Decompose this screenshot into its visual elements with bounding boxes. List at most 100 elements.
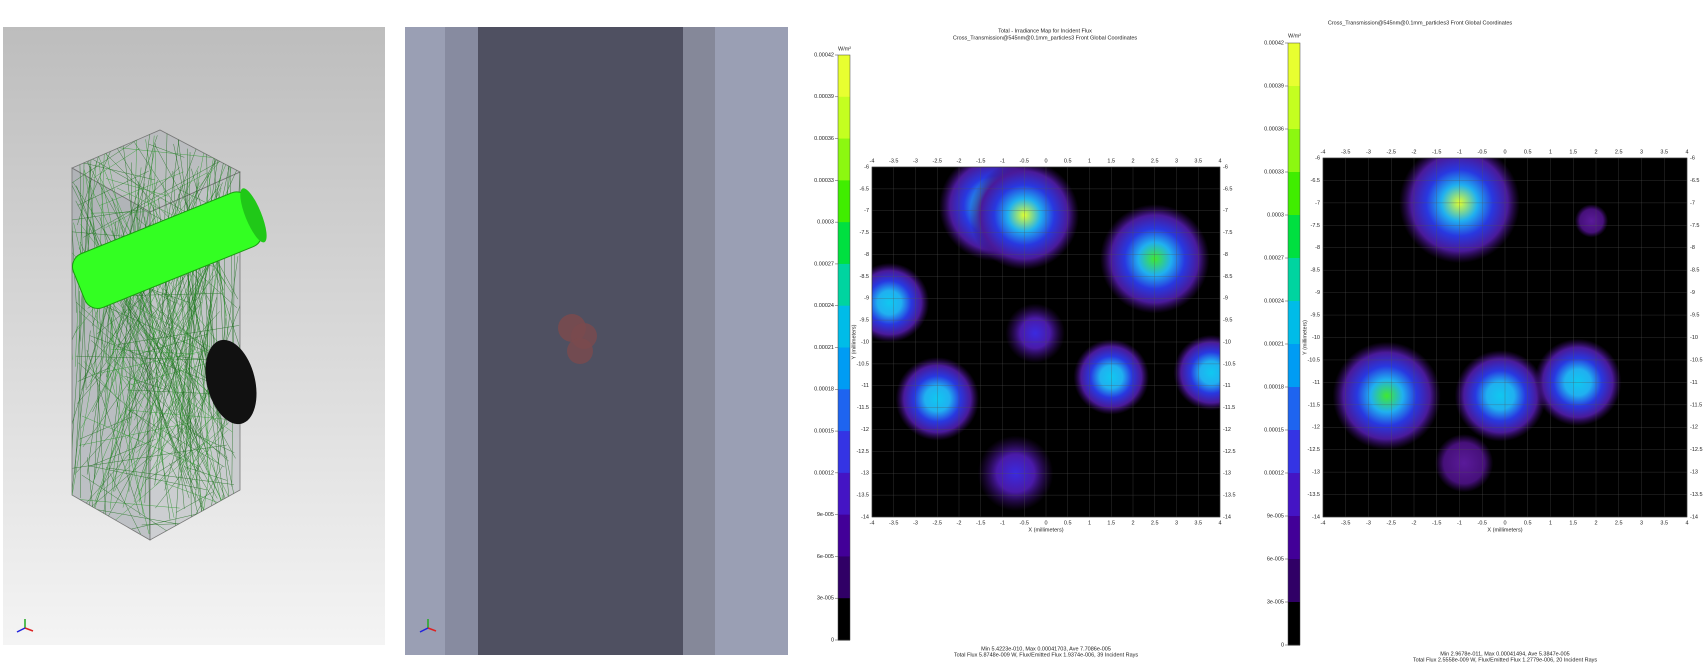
y-tick-label: -10.5	[1307, 357, 1320, 363]
ray	[96, 288, 155, 335]
y-tick-label: -8.5	[1690, 268, 1699, 274]
x-tick-label: 3.5	[1194, 520, 1202, 526]
ray	[115, 368, 143, 408]
x-tick-label: 0	[1503, 149, 1506, 155]
colorbar-tick-label: 0.00024	[1264, 298, 1284, 304]
colorbar-band	[838, 389, 850, 432]
hotspot	[1574, 204, 1609, 238]
colorbar-band	[1288, 301, 1300, 345]
x-tick-label: -2.5	[933, 158, 942, 164]
ray	[213, 267, 240, 352]
x-tick-label: -4	[870, 158, 875, 164]
y-tick-label: -12	[1312, 425, 1320, 431]
colorbar-tick-label: 0.00033	[814, 178, 834, 184]
colorbar-band	[1288, 430, 1300, 474]
ray	[83, 361, 121, 402]
x-tick-label: -4	[1321, 520, 1326, 526]
ray	[112, 301, 202, 429]
y-tick-label: -7.5	[1223, 230, 1232, 236]
ray	[109, 337, 198, 485]
y-tick-label: -12.5	[1223, 449, 1236, 455]
ray	[128, 162, 132, 492]
x-tick-label: -3.5	[889, 158, 898, 164]
x-tick-label: -1.5	[1432, 520, 1441, 526]
colorbar-band	[838, 96, 850, 140]
map-statistics: Min 2.9678e-011, Max 0.00041494, Ave 5.3…	[1440, 651, 1569, 657]
x-tick-label: 3	[1175, 520, 1178, 526]
x-tick-label: 2.5	[1151, 520, 1159, 526]
render-view-2	[405, 27, 788, 655]
y-tick-label: -13.5	[1223, 493, 1236, 499]
y-tick-label: -12.5	[1690, 447, 1703, 453]
y-tick-label: -14	[1223, 514, 1231, 520]
ray	[131, 513, 198, 530]
x-tick-label: 2	[1131, 158, 1134, 164]
y-tick-label: -14	[1312, 514, 1320, 520]
y-tick-label: -9.5	[1223, 318, 1232, 324]
ray	[202, 360, 210, 482]
colorbar-band	[1288, 86, 1300, 130]
y-tick-label: -7.5	[1311, 223, 1320, 229]
x-tick-label: -2	[957, 158, 962, 164]
x-tick-label: -3.5	[889, 520, 898, 526]
ray	[134, 333, 209, 356]
y-tick-label: -9	[1315, 290, 1320, 296]
x-tick-label: -2.5	[1387, 149, 1396, 155]
colorbar-band	[838, 222, 850, 265]
ray	[167, 385, 199, 515]
colorbar-band	[1288, 516, 1300, 560]
ray	[182, 429, 228, 472]
ray	[91, 426, 187, 507]
ray	[165, 383, 233, 433]
y-tick-label: -7	[1223, 208, 1228, 214]
y-tick-label: -6.5	[1690, 178, 1699, 184]
ray	[155, 476, 181, 509]
ray	[164, 482, 228, 507]
ray	[72, 444, 227, 469]
x-tick-label: 2.5	[1615, 520, 1623, 526]
colorbar-band	[1288, 473, 1300, 517]
ray	[135, 393, 198, 454]
colorbar-tick-label: 0.00027	[814, 261, 834, 267]
y-tick-label: -9	[1690, 290, 1695, 296]
ray	[125, 409, 233, 421]
y-tick-label: -8.5	[860, 274, 869, 280]
ray	[97, 425, 177, 495]
y-tick-label: -8	[864, 252, 869, 258]
y-tick-label: -8.5	[1223, 274, 1232, 280]
colorbar-band	[838, 55, 850, 98]
y-tick-label: -7.5	[860, 230, 869, 236]
ray	[104, 317, 113, 407]
x-tick-label: -2.5	[1387, 520, 1396, 526]
x-tick-label: 3	[1640, 149, 1643, 155]
y-tick-label: -14	[861, 514, 869, 520]
x-tick-label: 4	[1685, 149, 1688, 155]
ray	[101, 145, 235, 161]
y-tick-label: -6.5	[1223, 186, 1232, 192]
ray	[105, 467, 234, 485]
ray	[133, 267, 228, 503]
colorbar-band	[838, 305, 850, 348]
colorbar-band	[838, 472, 850, 516]
x-tick-label: -1	[1000, 520, 1005, 526]
y-tick-label: -12	[1223, 427, 1231, 433]
y-tick-label: -7	[1690, 200, 1695, 206]
y-tick-label: -13	[1690, 470, 1698, 476]
ray	[179, 421, 228, 459]
ray	[144, 352, 157, 391]
colorbar-tick-label: 0.00036	[1264, 126, 1284, 132]
ray	[187, 404, 224, 475]
slab	[405, 27, 445, 655]
colorbar-tick-label: 0.00021	[1264, 341, 1284, 347]
colorbar-tick-label: 0.00039	[1264, 83, 1284, 89]
colorbar-tick-label: 3e-005	[817, 596, 834, 602]
colorbar-tick-label: 0.00015	[1264, 427, 1284, 433]
x-tick-label: 3	[1640, 520, 1643, 526]
ray	[81, 162, 156, 181]
x-tick-label: 3.5	[1660, 149, 1668, 155]
colorbar-tick-label: 0.00039	[814, 94, 834, 100]
colorbar-band	[838, 138, 850, 181]
x-tick-label: -0.5	[1020, 158, 1029, 164]
render-view-1	[3, 27, 385, 645]
